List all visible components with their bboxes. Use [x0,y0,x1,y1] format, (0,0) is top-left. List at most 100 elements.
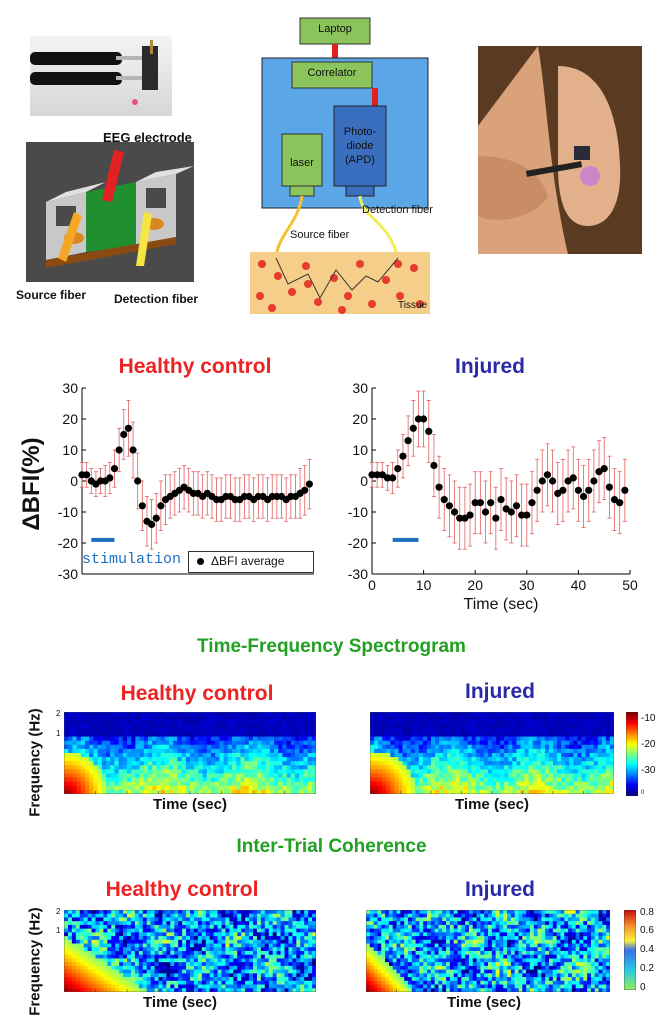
heatmap-cell [162,932,167,936]
heatmap-cell [553,925,557,929]
heatmap-cell [488,925,492,929]
heatmap-cell [203,745,208,750]
heatmap-cell [431,917,435,921]
heatmap-cell [127,955,132,959]
heatmap-cell [443,728,448,733]
heatmap-cell [190,988,195,992]
heatmap-cell [583,936,587,940]
heatmap-cell [292,940,297,944]
heatmap-cell [135,917,140,921]
heatmap-cell [270,724,275,729]
heatmap-cell [139,985,144,989]
heatmap-cell [573,724,578,729]
heatmap-cell [496,753,501,758]
heatmap-cell [577,782,582,787]
heatmap-cell [572,925,576,929]
heatmap-cell [446,917,450,921]
heatmap-cell [135,921,140,925]
heatmap-cell [232,778,237,783]
heatmap-cell [237,966,242,970]
heatmap-cell [569,720,574,725]
heatmap-cell [265,929,270,933]
heatmap-cell [194,753,199,758]
heatmap-cell [390,745,395,750]
heatmap-cell [389,929,393,933]
heatmap-cell [143,958,148,962]
heatmap-cell [265,973,270,977]
heatmap-cell [415,745,420,750]
heatmap-cell [522,932,526,936]
heatmap-cell [442,944,446,948]
heatmap-cell [419,728,424,733]
heatmap-cell [274,778,279,783]
heatmap-cell [257,947,262,951]
heatmap-cell [237,981,242,985]
heatmap-cell [586,757,591,762]
heatmap-cell [577,741,582,746]
heatmap-cell [194,741,199,746]
heatmap-cell [561,782,566,787]
heatmap-cell [140,765,145,770]
heatmap-cell [577,753,582,758]
heatmap-cell [403,786,408,791]
heatmap-cell [107,947,112,951]
heatmap-cell [228,712,233,717]
heatmap-cell [534,914,538,918]
heatmap-cell [162,966,167,970]
heatmap-cell [68,973,73,977]
heatmap-cell [287,728,292,733]
heatmap-cell [541,774,546,779]
heatmap-cell [508,728,513,733]
heatmap-cell [103,921,108,925]
heatmap-cell [287,757,292,762]
heatmap-cell [194,947,199,951]
heatmap-cell [529,724,534,729]
heatmap-cell [178,936,183,940]
heatmap-cell [553,782,558,787]
heatmap-cell [147,988,152,992]
heatmap-cell [299,724,304,729]
heatmap-cell [500,712,505,717]
heatmap-cell [484,716,489,721]
heatmap-cell [496,932,500,936]
heatmap-cell [207,790,212,794]
heatmap-cell [261,940,266,944]
heatmap-cell [245,951,250,955]
heatmap-cell [285,970,290,974]
heatmap-cell [370,944,374,948]
heatmap-cell [219,774,224,779]
heatmap-cell [80,966,85,970]
heatmap-cell [269,929,274,933]
heatmap-cell [573,728,578,733]
heatmap-cell [435,778,440,783]
heatmap-cell [378,741,383,746]
heatmap-cell [534,944,538,948]
heatmap-cell [304,966,309,970]
heatmap-cell [273,914,278,918]
heatmap-cell [602,778,607,783]
heatmap-cell [520,720,525,725]
heatmap-cell [115,929,120,933]
heatmap-cell [151,973,156,977]
heatmap-cell [366,917,370,921]
heatmap-cell [233,947,238,951]
heatmap-cell [173,753,178,758]
heatmap-cell [370,914,374,918]
heatmap-cell [561,757,566,762]
heatmap-cell [455,728,460,733]
heatmap-cell [480,720,485,725]
heatmap-cell [257,985,262,989]
heatmap-cell [508,716,513,721]
heatmap-cell [573,774,578,779]
heatmap-cell [165,761,170,766]
heatmap-cell [123,917,128,921]
heatmap-cell [210,921,215,925]
heatmap-cell [249,733,254,738]
heatmap-cell [148,728,153,733]
heatmap-cell [169,733,174,738]
heatmap-cell [378,757,383,762]
heatmap-cell [111,973,116,977]
heatmap-cell [398,790,403,794]
heatmap-cell [182,932,187,936]
heatmap-cell [64,765,69,770]
